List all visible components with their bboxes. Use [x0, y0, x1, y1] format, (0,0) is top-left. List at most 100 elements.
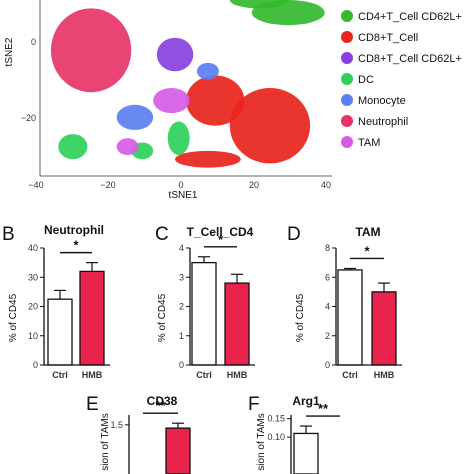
- bar-ctrl: [337, 269, 363, 366]
- tsne-legend: CD4+T_Cell CD62L+ CD8+T_Cell CD8+T_Cell CD…: [341, 10, 462, 149]
- y-tick-label: 30: [28, 272, 38, 282]
- y-tick-label: 40: [28, 243, 38, 253]
- y-tick-label: 6: [325, 272, 330, 282]
- tsne-x-label: tSNE1: [169, 190, 198, 201]
- legend-label: Neutrophil: [358, 116, 408, 128]
- panel-b-ylabel: % of CD45: [8, 293, 19, 342]
- legend-swatch: [341, 73, 353, 85]
- panel-e-ylabel: sion of TAMs: [100, 413, 111, 470]
- panel-b-title: Neutrophil: [44, 223, 104, 237]
- legend-swatch: [341, 52, 353, 64]
- panel-c-tcell-cd4: C T_Cell_CD4 % of CD45 0 1 2 3 4 Ctrl HMB *: [155, 224, 255, 380]
- significance-marker: *: [218, 232, 224, 247]
- y-tick-label: 4: [179, 243, 184, 253]
- panel-f-title: Arg1: [292, 394, 320, 408]
- x-tick-label: HMB: [82, 370, 103, 380]
- y-tick-label: 0: [179, 360, 184, 370]
- tsne-clusters: [50, 0, 325, 168]
- bar-hmb: [165, 427, 191, 474]
- bar-ctrl: [191, 261, 217, 366]
- panel-b-neutrophil: B Neutrophil % of CD45 0 10 20 30 40 Ctrl HMB *: [2, 223, 110, 380]
- panel-f-bars: 0.15 0.10 **: [267, 401, 340, 474]
- significance-marker: **: [155, 398, 166, 413]
- bar-ctrl: [293, 432, 319, 474]
- tsne-cluster-cd8-t-cell-cd62l-: [156, 37, 194, 72]
- panel-label-c: C: [155, 224, 169, 245]
- panel-e-bars: 1.5 **: [110, 398, 191, 474]
- tsne-y-tick: −20: [21, 113, 36, 123]
- y-tick-label: 0: [33, 360, 38, 370]
- tsne-x-ticks: −40 −20 0 20 40: [28, 180, 331, 190]
- x-tick-label: HMB: [374, 370, 395, 380]
- panel-d-tam: D TAM % of CD45 0 2 4 6 8 Ctrl HMB *: [287, 224, 402, 380]
- significance-marker: **: [318, 401, 329, 416]
- legend-swatch: [341, 10, 353, 22]
- y-tick-label: 0.10: [267, 432, 285, 442]
- bar-hmb: [224, 282, 250, 366]
- tsne-cluster-tam: [116, 138, 139, 156]
- panel-a-tsne: −40 −20 0 20 40 0 −20 tSNE1 tSNE2 CD4+T_…: [4, 0, 462, 201]
- y-tick-label: 0: [325, 360, 330, 370]
- y-tick-label: 1: [179, 331, 184, 341]
- panel-d-bars: 0 2 4 6 8 Ctrl HMB *: [325, 243, 402, 380]
- significance-marker: *: [73, 238, 79, 253]
- legend-swatch: [341, 136, 353, 148]
- tsne-x-tick: 0: [178, 180, 183, 190]
- y-tick-label: 20: [28, 302, 38, 312]
- legend-label: Monocyte: [358, 95, 406, 107]
- legend-label: CD4+T_Cell CD62L+: [358, 11, 462, 23]
- tsne-cluster-dc: [58, 134, 88, 160]
- tsne-cluster-neutrophil: [50, 8, 132, 93]
- panel-c-ylabel: % of CD45: [157, 293, 168, 342]
- panel-label-f: F: [248, 394, 260, 415]
- panel-c-title: T_Cell_CD4: [187, 225, 254, 239]
- legend-label: TAM: [358, 137, 380, 149]
- tsne-cluster-tam: [153, 88, 190, 114]
- significance-marker: *: [364, 243, 370, 258]
- tsne-x-tick: 40: [321, 180, 331, 190]
- tsne-x-tick: 20: [249, 180, 259, 190]
- legend-label: CD8+T_Cell: [358, 32, 418, 44]
- tsne-cluster-cd8-t-cell: [175, 150, 241, 168]
- panel-e-title: CD38: [147, 394, 178, 408]
- bar-ctrl: [47, 298, 73, 366]
- x-tick-label: Ctrl: [52, 370, 68, 380]
- tsne-cluster-monocyte: [116, 104, 154, 130]
- tsne-x-tick: −20: [100, 180, 115, 190]
- legend-swatch: [341, 31, 353, 43]
- y-tick-label: 8: [325, 243, 330, 253]
- x-tick-label: Ctrl: [342, 370, 358, 380]
- legend-swatch: [341, 115, 353, 127]
- panel-f-arg1: F Arg1 sion of TAMs 0.15 0.10 **: [248, 394, 340, 474]
- panel-e-cd38: E CD38 sion of TAMs 1.5 **: [86, 394, 191, 474]
- tsne-cluster-cd4-t-cell-cd62l-: [229, 0, 289, 9]
- panel-b-bars: 0 10 20 30 40 Ctrl HMB *: [28, 238, 110, 380]
- panel-label-b: B: [2, 224, 15, 245]
- bar-hmb: [371, 291, 397, 366]
- legend-label: CD8+T_Cell CD62L+: [358, 53, 462, 65]
- tsne-cluster-cd8-t-cell: [186, 75, 245, 126]
- panel-d-ylabel: % of CD45: [295, 293, 306, 342]
- tsne-y-tick: 0: [31, 37, 36, 47]
- x-tick-label: HMB: [227, 370, 248, 380]
- legend-swatch: [341, 94, 353, 106]
- bar-hmb: [79, 270, 105, 366]
- y-tick-label: 2: [179, 302, 184, 312]
- panel-label-d: D: [287, 224, 301, 245]
- tsne-cluster-dc: [167, 121, 190, 156]
- y-tick-label: 1.5: [110, 420, 123, 430]
- y-tick-label: 0.15: [267, 414, 285, 424]
- panel-f-ylabel: sion of TAMs: [256, 413, 267, 470]
- x-tick-label: Ctrl: [196, 370, 212, 380]
- tsne-cluster-cd8-t-cell: [229, 88, 311, 164]
- y-tick-label: 4: [325, 302, 330, 312]
- y-tick-label: 2: [325, 331, 330, 341]
- y-tick-label: 3: [179, 272, 184, 282]
- legend-label: DC: [358, 74, 374, 86]
- panel-d-title: TAM: [355, 225, 380, 239]
- tsne-cluster-monocyte: [196, 62, 219, 80]
- y-tick-label: 10: [28, 331, 38, 341]
- panel-label-e: E: [86, 394, 99, 415]
- tsne-x-tick: −40: [28, 180, 43, 190]
